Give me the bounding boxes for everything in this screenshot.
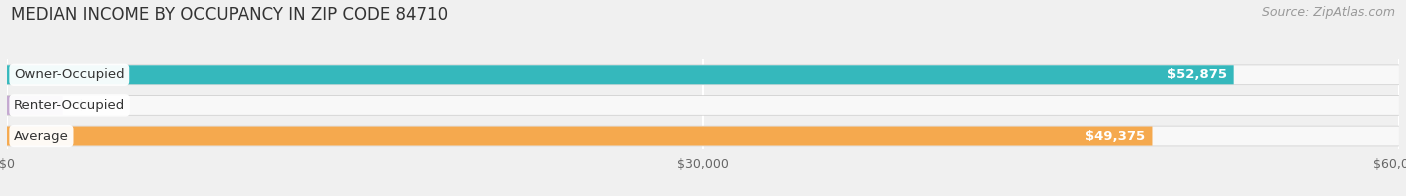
FancyBboxPatch shape	[7, 126, 1399, 146]
Text: Renter-Occupied: Renter-Occupied	[14, 99, 125, 112]
Text: Average: Average	[14, 130, 69, 142]
Text: $0: $0	[77, 99, 94, 112]
FancyBboxPatch shape	[7, 95, 1399, 116]
FancyBboxPatch shape	[7, 127, 1153, 145]
FancyBboxPatch shape	[7, 65, 1233, 84]
Text: $49,375: $49,375	[1085, 130, 1146, 142]
Text: Source: ZipAtlas.com: Source: ZipAtlas.com	[1261, 6, 1395, 19]
FancyBboxPatch shape	[7, 65, 1399, 84]
FancyBboxPatch shape	[7, 64, 1399, 85]
FancyBboxPatch shape	[7, 96, 63, 115]
Text: $52,875: $52,875	[1167, 68, 1226, 81]
Text: Owner-Occupied: Owner-Occupied	[14, 68, 125, 81]
FancyBboxPatch shape	[7, 96, 1399, 115]
Text: MEDIAN INCOME BY OCCUPANCY IN ZIP CODE 84710: MEDIAN INCOME BY OCCUPANCY IN ZIP CODE 8…	[11, 6, 449, 24]
FancyBboxPatch shape	[7, 127, 1399, 145]
